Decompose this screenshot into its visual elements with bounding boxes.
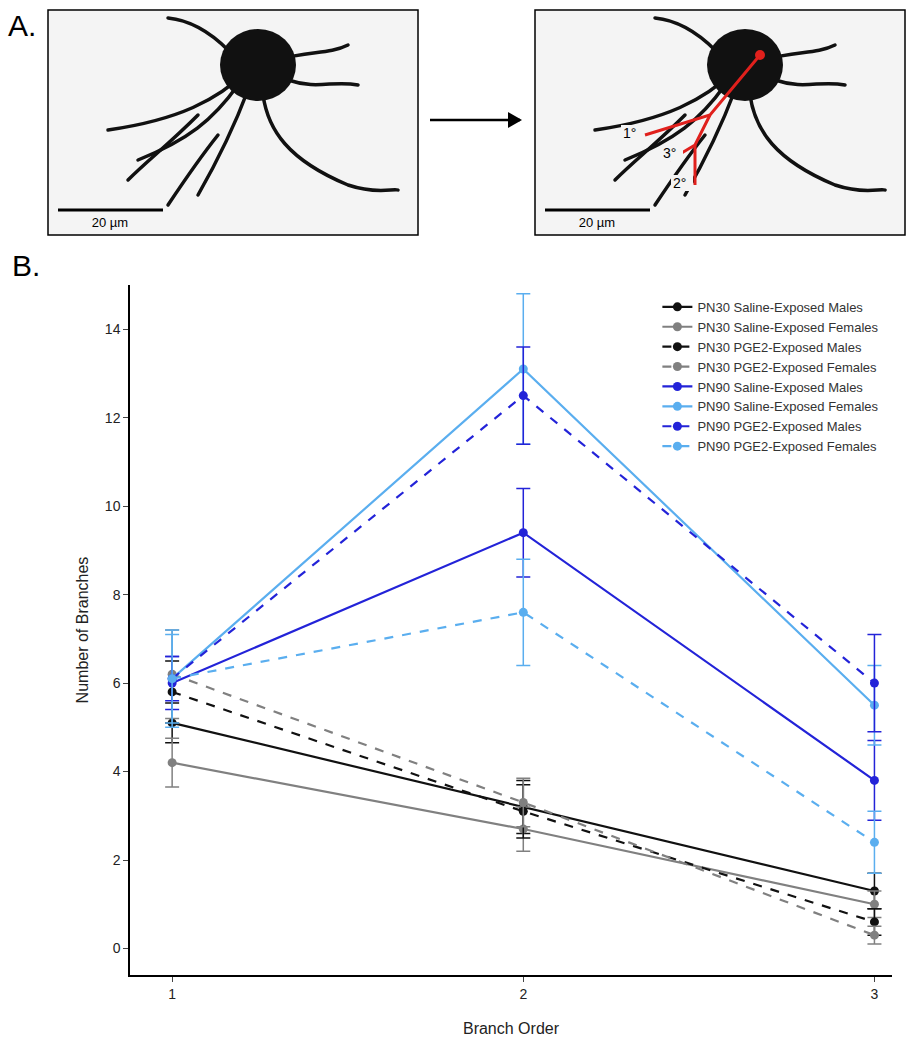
- svg-text:Branch Order: Branch Order: [463, 1020, 560, 1037]
- svg-text:0: 0: [113, 940, 121, 956]
- svg-text:1°: 1°: [623, 125, 636, 141]
- html-text:B.: B.: [12, 249, 41, 282]
- svg-text:2°: 2°: [673, 175, 686, 191]
- svg-text:14: 14: [105, 321, 121, 337]
- svg-text:Number of Branches: Number of Branches: [74, 557, 91, 704]
- svg-text:PN90 PGE2-Exposed Females: PN90 PGE2-Exposed Females: [697, 439, 877, 454]
- svg-text:8: 8: [113, 587, 121, 603]
- svg-text:10: 10: [105, 498, 121, 514]
- svg-text:2: 2: [113, 852, 121, 868]
- svg-text:PN90 Saline-Exposed Females: PN90 Saline-Exposed Females: [697, 399, 878, 414]
- svg-text:6: 6: [113, 675, 121, 691]
- svg-text:3°: 3°: [663, 145, 676, 161]
- svg-text:PN30 Saline-Exposed Females: PN30 Saline-Exposed Females: [697, 320, 878, 335]
- svg-text:4: 4: [113, 763, 121, 779]
- svg-text:A.: A.: [8, 9, 36, 42]
- svg-text:PN30 PGE2-Exposed Males: PN30 PGE2-Exposed Males: [697, 340, 862, 355]
- svg-text:12: 12: [105, 410, 121, 426]
- svg-text:1: 1: [168, 986, 176, 1002]
- svg-text:2: 2: [519, 986, 527, 1002]
- svg-text:3: 3: [871, 986, 879, 1002]
- svg-text:20 µm: 20 µm: [92, 215, 128, 230]
- svg-text:PN90 Saline-Exposed Males: PN90 Saline-Exposed Males: [697, 380, 863, 395]
- svg-text:PN90 PGE2-Exposed Males: PN90 PGE2-Exposed Males: [697, 419, 862, 434]
- svg-text:PN30 Saline-Exposed Males: PN30 Saline-Exposed Males: [697, 300, 863, 315]
- svg-text:20 µm: 20 µm: [579, 215, 615, 230]
- svg-text:PN30 PGE2-Exposed Females: PN30 PGE2-Exposed Females: [697, 360, 877, 375]
